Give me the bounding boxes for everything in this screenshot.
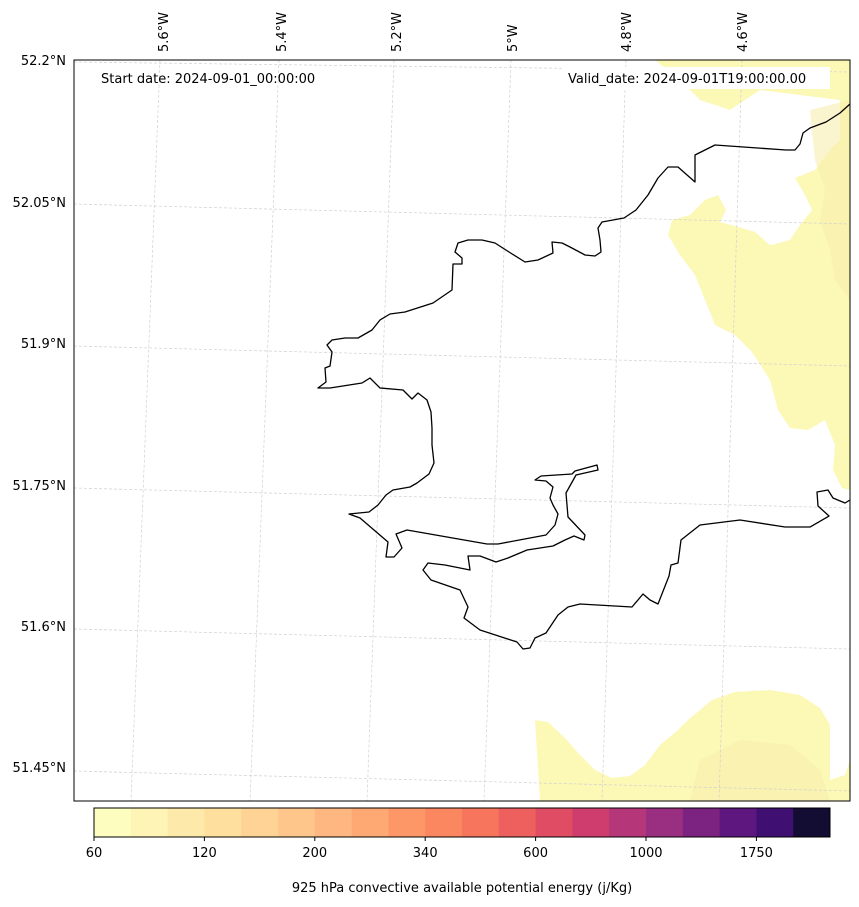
lat-label: 51.6°N bbox=[21, 620, 66, 635]
colorbar-tick-label: 1000 bbox=[629, 846, 662, 861]
colorbar-frame bbox=[93, 807, 831, 838]
map-area bbox=[74, 60, 850, 801]
colorbar-segment bbox=[462, 808, 500, 837]
colorbar-segment bbox=[535, 808, 573, 837]
colorbar-segment bbox=[793, 808, 831, 837]
cape-region-northeast bbox=[655, 60, 850, 490]
cape-region-northeast-dark bbox=[810, 100, 850, 300]
colorbar-segment bbox=[498, 808, 537, 837]
colorbar-segment bbox=[425, 808, 463, 837]
lon-label: 5.6°W bbox=[157, 12, 172, 52]
colorbar-segment bbox=[167, 808, 205, 837]
colorbar-segment bbox=[94, 808, 132, 837]
lat-label: 51.9°N bbox=[21, 337, 66, 352]
coastline-main bbox=[317, 103, 850, 650]
lon-label: 5.2°W bbox=[390, 12, 405, 52]
lat-label: 52.2°N bbox=[21, 54, 66, 69]
colorbar-segment bbox=[204, 808, 242, 837]
map-frame bbox=[73, 59, 851, 802]
colorbar bbox=[94, 808, 831, 837]
colorbar-segment bbox=[646, 808, 684, 837]
lat-label: 51.45°N bbox=[13, 761, 66, 776]
colorbar-segment bbox=[278, 808, 316, 837]
valid-date-box bbox=[562, 67, 830, 89]
cape-region-south-dark bbox=[690, 740, 830, 801]
colorbar-segment bbox=[609, 808, 647, 837]
lon-label: 4.8°W bbox=[620, 12, 635, 52]
colorbar-segment bbox=[388, 808, 426, 837]
colorbar-segment bbox=[572, 808, 610, 837]
latitude-labels: 52.2°N 52.05°N 51.9°N 51.75°N 51.6°N 51.… bbox=[13, 54, 66, 776]
colorbar-segment bbox=[719, 808, 757, 837]
colorbar-tick-label: 340 bbox=[413, 846, 438, 861]
colorbar-segment bbox=[682, 808, 721, 837]
valid-date-label: Valid_date: 2024-09-01T19:00:00.00 bbox=[568, 72, 806, 87]
lon-label: 5.4°W bbox=[275, 12, 290, 52]
colorbar-label: 925 hPa convective available potential e… bbox=[292, 881, 632, 896]
colorbar-tick-label: 600 bbox=[523, 846, 548, 861]
cape-fill-layer bbox=[74, 60, 850, 801]
lon-label: 4.6°W bbox=[736, 12, 751, 52]
lat-label: 51.75°N bbox=[13, 479, 66, 494]
colorbar-segment bbox=[314, 808, 353, 837]
colorbar-segment bbox=[130, 808, 169, 837]
colorbar-segment bbox=[756, 808, 794, 837]
colorbar-tick-label: 120 bbox=[192, 846, 217, 861]
start-date-label: Start date: 2024-09-01_00:00:00 bbox=[101, 72, 315, 87]
colorbar-ticks: 60 120 200 340 600 1000 1750 bbox=[86, 837, 773, 861]
colorbar-tick-label: 200 bbox=[302, 846, 327, 861]
lon-label: 5°W bbox=[506, 24, 521, 52]
colorbar-tick-label: 1750 bbox=[740, 846, 773, 861]
colorbar-segment bbox=[241, 808, 279, 837]
lat-label: 52.05°N bbox=[13, 196, 66, 211]
colorbar-tick-label: 60 bbox=[86, 846, 103, 861]
longitude-labels: 5.6°W 5.4°W 5.2°W 5°W 4.8°W 4.6°W bbox=[157, 12, 751, 52]
graticule bbox=[74, 60, 850, 801]
colorbar-segment bbox=[351, 808, 389, 837]
